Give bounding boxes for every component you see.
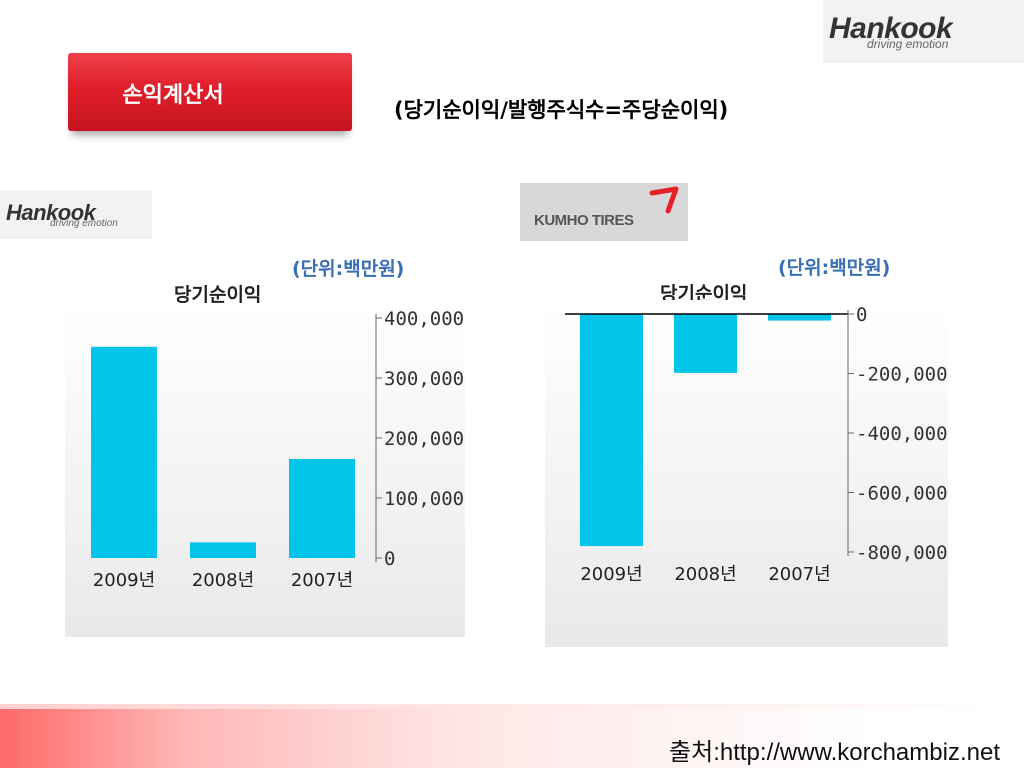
kumho-ytick-label-2: -400,000	[856, 423, 948, 445]
kumho-ytick-label-4: -800,000	[856, 542, 948, 564]
kumho-category-label-2: 2007년	[768, 564, 830, 585]
kumho-chart-title: 당기순이익	[660, 283, 748, 305]
hankook-logo-left-tagline: driving emotion	[50, 218, 118, 229]
kumho-bar-2	[768, 314, 831, 321]
kumho-ytick-label-3: -600,000	[856, 483, 948, 505]
hankook-ytick-label-2: 200,000	[384, 428, 464, 450]
hankook-bar-0	[91, 346, 157, 558]
hankook-chart-panel: 0 100,000 200,000 300,000 400,000 2009년 2008년 2…	[65, 303, 465, 637]
hankook-chart-unit: (단위:백만원)	[292, 258, 405, 280]
kumho-bar-1	[674, 314, 737, 373]
hankook-category-label-1: 2008년	[192, 570, 254, 591]
hankook-net-income-chart: 0 100,000 200,000 300,000 400,000 2009년 2008년 2…	[91, 308, 464, 591]
hankook-bar-1	[190, 542, 256, 558]
hankook-logo-left: Hankook driving emotion	[0, 190, 152, 239]
kumho-ytick-label-1: -200,000	[856, 364, 948, 386]
ribbon-label: 손익계산서	[122, 83, 224, 108]
hankook-logo-left-word: Hankook	[6, 200, 96, 225]
kumho-logo: KUMHO TIRES	[520, 183, 688, 241]
hankook-ytick-label-4: 400,000	[384, 308, 464, 330]
hankook-logo-top: Hankook driving emotion	[823, 0, 1024, 63]
kumho-category-label-0: 2009년	[580, 564, 642, 585]
hankook-category-label-2: 2007년	[291, 570, 353, 591]
hankook-chart-title: 당기순이익	[174, 284, 262, 306]
hankook-ytick-label-3: 300,000	[384, 368, 464, 390]
kumho-chart-unit: (단위:백만원)	[778, 257, 891, 279]
hankook-ytick-label-1: 100,000	[384, 488, 464, 510]
kumho-ytick-label-0: 0	[856, 304, 867, 326]
kumho-swoosh-icon	[649, 186, 679, 214]
kumho-bar-0	[580, 314, 643, 547]
hankook-logo-top-tagline: driving emotion	[867, 37, 949, 51]
hankook-category-label-0: 2009년	[93, 570, 155, 591]
kumho-category-label-1: 2008년	[674, 564, 736, 585]
bottom-decor-bar	[0, 704, 1024, 768]
kumho-chart-panel: 0 -200,000 -400,000 -600,000 -800,000 2009년 20…	[545, 300, 948, 647]
kumho-logo-word: KUMHO TIRES	[534, 212, 634, 229]
source-citation: 출처:http://www.korchambiz.net	[669, 739, 1000, 766]
eps-formula: (당기순이익/발행주식수=주당순이익)	[394, 98, 729, 122]
kumho-net-income-chart: 0 -200,000 -400,000 -600,000 -800,000 2009년 20…	[565, 304, 948, 585]
hankook-bar-2	[289, 459, 355, 558]
hankook-logo-top-word: Hankook	[829, 12, 953, 45]
title-ribbon: 손익계산서	[68, 53, 352, 131]
hankook-ytick-label-0: 0	[384, 548, 395, 570]
